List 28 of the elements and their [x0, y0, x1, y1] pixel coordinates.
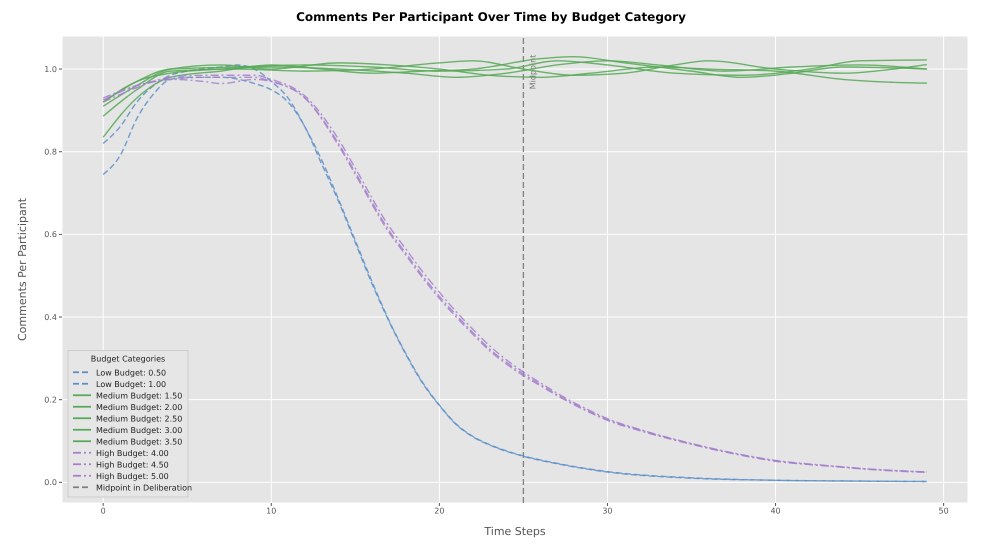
annotation: Midpoint in Deliberation: [96, 483, 192, 492]
y-tick-label: 0.0: [44, 478, 57, 488]
legend-label: Medium Budget: 3.50: [96, 437, 182, 446]
y-tick-label: 0.2: [44, 396, 57, 405]
legend-label: Medium Budget: 3.00: [96, 426, 182, 435]
legend-label: High Budget: 4.00: [96, 448, 169, 458]
legend-label: Medium Budget: 1.50: [96, 391, 182, 400]
x-tick-label: 40: [770, 506, 781, 516]
y-tick-label: 1.0: [44, 64, 57, 74]
x-tick-label: 30: [602, 506, 613, 516]
legend-label: Low Budget: 0.50: [96, 368, 166, 378]
x-tick-label: 0: [100, 506, 106, 516]
legend-title: Budget Categories: [90, 354, 166, 364]
ref-line-label: Midpoint: [528, 54, 538, 90]
y-axis-title: Comments Per Participant: [16, 197, 29, 342]
legend-label: Low Budget: 1.00: [96, 380, 166, 389]
legend-label: High Budget: 5.00: [96, 472, 169, 481]
y-tick-label: 0.8: [44, 148, 57, 157]
y-tick-label: 0.6: [44, 230, 57, 240]
x-tick-label: 50: [938, 506, 949, 516]
chart-title: Comments Per Participant Over Time by Budget Category: [295, 10, 687, 24]
legend-label: High Budget: 4.50: [96, 460, 169, 470]
legend-label: Medium Budget: 2.00: [96, 402, 182, 412]
x-axis-title: Time Steps: [483, 525, 546, 538]
x-tick-label: 10: [266, 506, 276, 516]
x-tick-label: 20: [434, 506, 444, 516]
legend-label: Medium Budget: 2.50: [96, 414, 182, 424]
y-tick-label: 0.4: [44, 312, 57, 322]
